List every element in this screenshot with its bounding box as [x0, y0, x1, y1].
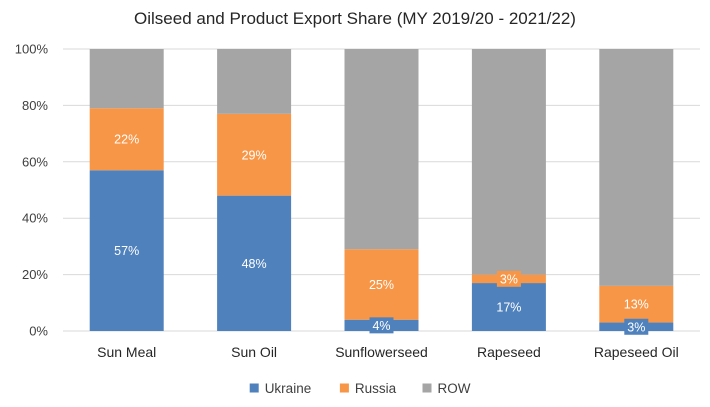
y-tick-label: 0%	[29, 324, 48, 339]
data-label-ukraine: 3%	[627, 320, 645, 334]
x-category-label: Sun Oil	[231, 344, 277, 360]
legend: Ukraine Russia ROW	[249, 381, 471, 396]
data-label-box	[624, 318, 649, 335]
y-axis-ticks: 0% 20% 40% 60% 80% 100%	[15, 42, 49, 339]
legend-swatch-row	[422, 383, 432, 393]
x-category-label: Sunflowerseed	[335, 344, 428, 360]
data-label-russia: 13%	[624, 298, 649, 312]
bar-ukraine-rapeseed	[471, 283, 546, 331]
bar-row-sun-meal	[89, 49, 164, 109]
legend-label-russia: Russia	[355, 381, 397, 396]
data-label-russia: 29%	[242, 148, 267, 162]
bar-ukraine-sun-oil	[217, 195, 292, 331]
bars	[89, 49, 674, 331]
x-axis-categories: Sun Meal Sun Oil Sunflowerseed Rapeseed Rape…	[97, 344, 679, 360]
bar-row-sun-oil	[217, 49, 292, 114]
data-label-box	[496, 270, 521, 287]
data-label-russia: 3%	[500, 272, 518, 286]
chart-title: Oilseed and Product Export Share (MY 201…	[134, 9, 576, 28]
data-label-box	[369, 317, 394, 334]
x-category-label: Rapeseed	[477, 344, 541, 360]
x-category-label: Rapeseed Oil	[594, 344, 679, 360]
bar-russia-sunflowerseed	[344, 249, 419, 320]
bar-row-sunflowerseed	[344, 49, 419, 250]
bar-russia-rapeseed-oil	[599, 285, 674, 323]
bar-row-rapeseed-oil	[599, 49, 674, 286]
legend-swatch-ukraine	[249, 383, 259, 393]
bar-ukraine-sun-meal	[89, 170, 164, 331]
y-tick-label: 80%	[22, 98, 48, 113]
y-tick-label: 60%	[22, 154, 48, 169]
data-label-ukraine: 48%	[242, 257, 267, 271]
data-label-russia: 25%	[369, 278, 394, 292]
legend-label-ukraine: Ukraine	[265, 381, 312, 396]
data-labels: 57% 22% 48% 29% 4% 25% 17% 3% 3% 13%	[114, 133, 649, 335]
data-label-ukraine: 17%	[496, 301, 521, 315]
legend-label-row: ROW	[438, 381, 471, 396]
data-label-ukraine: 4%	[372, 319, 390, 333]
bar-russia-sun-oil	[217, 113, 292, 196]
y-tick-label: 40%	[22, 211, 48, 226]
x-category-label: Sun Meal	[97, 344, 156, 360]
data-label-russia: 22%	[114, 133, 139, 147]
y-tick-label: 20%	[22, 267, 48, 282]
bar-russia-sun-meal	[89, 108, 164, 171]
bar-row-rapeseed	[471, 49, 546, 275]
y-tick-label: 100%	[15, 42, 49, 57]
data-label-ukraine: 57%	[114, 244, 139, 258]
legend-swatch-russia	[339, 383, 349, 393]
